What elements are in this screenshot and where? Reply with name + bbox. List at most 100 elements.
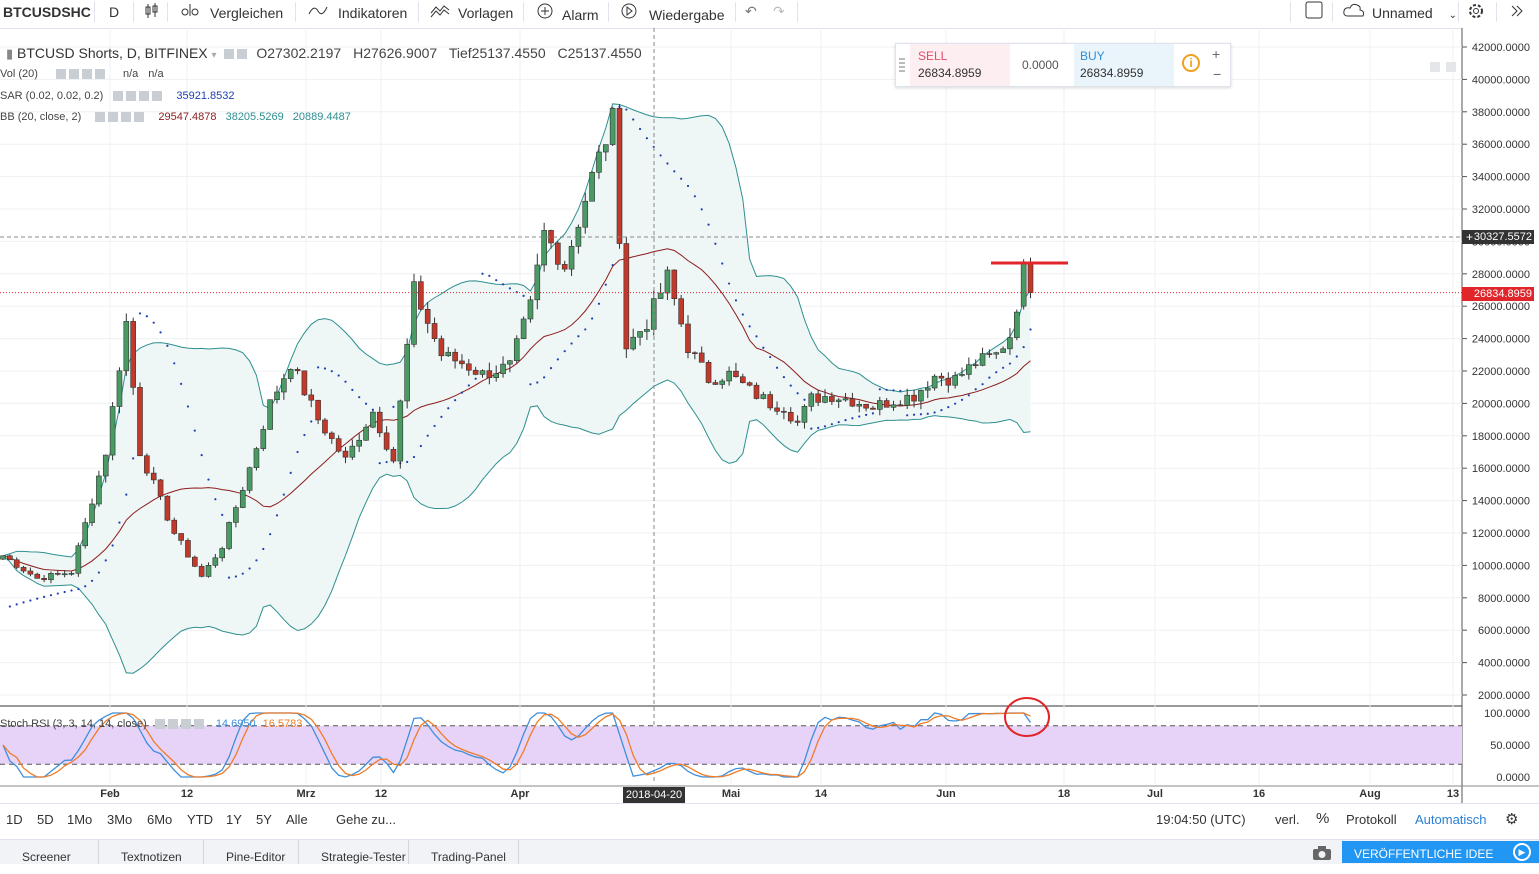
auto-scale-toggle[interactable]: Automatisch bbox=[1415, 812, 1487, 827]
symbol-search[interactable]: BTCUSDSHC bbox=[3, 4, 91, 20]
red-circle-stoch[interactable] bbox=[1004, 697, 1050, 737]
candle-body[interactable] bbox=[911, 394, 917, 402]
candle-body[interactable] bbox=[493, 373, 500, 379]
candle-body[interactable] bbox=[116, 370, 123, 407]
candle-body[interactable] bbox=[452, 351, 458, 362]
undo-icon[interactable]: ↶ bbox=[745, 3, 757, 19]
candle-body[interactable] bbox=[404, 344, 410, 402]
chart-style-icon[interactable] bbox=[144, 2, 160, 24]
candle-body[interactable] bbox=[192, 556, 198, 567]
candle-body[interactable] bbox=[1013, 311, 1020, 338]
buy-button[interactable]: BUY 26834.8959 bbox=[1074, 44, 1174, 86]
extended-hours-toggle[interactable]: verl. bbox=[1275, 812, 1300, 827]
candle-body[interactable] bbox=[972, 364, 979, 366]
candle-body[interactable] bbox=[68, 572, 75, 575]
candle-body[interactable] bbox=[938, 375, 945, 379]
candle-body[interactable] bbox=[1007, 337, 1013, 350]
candle-body[interactable] bbox=[842, 398, 849, 401]
candle-body[interactable] bbox=[48, 573, 54, 581]
candle-body[interactable] bbox=[863, 403, 869, 409]
volume-legend[interactable]: Vol (20) n/a n/a bbox=[0, 68, 164, 80]
panel-drag-handle[interactable] bbox=[899, 58, 905, 72]
candle-body[interactable] bbox=[767, 394, 774, 409]
candle-body[interactable] bbox=[637, 331, 643, 338]
candle-body[interactable] bbox=[801, 405, 808, 423]
candle-body[interactable] bbox=[657, 292, 664, 299]
candle-body[interactable] bbox=[233, 507, 239, 523]
candle-body[interactable] bbox=[109, 406, 116, 456]
candle-body[interactable] bbox=[185, 540, 191, 558]
candle-body[interactable] bbox=[150, 472, 157, 481]
candle-body[interactable] bbox=[870, 407, 876, 410]
candle-body[interactable] bbox=[897, 404, 904, 407]
candle-body[interactable] bbox=[411, 281, 417, 345]
candle-body[interactable] bbox=[739, 376, 746, 384]
candle-body[interactable] bbox=[267, 399, 273, 430]
candle-body[interactable] bbox=[609, 107, 616, 145]
legend-menu-icon[interactable]: ▾ bbox=[211, 50, 217, 61]
templates-button[interactable]: Vorlagen bbox=[430, 2, 513, 24]
candle-body[interactable] bbox=[829, 396, 835, 402]
candle-body[interactable] bbox=[500, 363, 506, 374]
candle-body[interactable] bbox=[678, 298, 684, 325]
candle-body[interactable] bbox=[794, 420, 801, 423]
candle-body[interactable] bbox=[424, 308, 431, 324]
candle-body[interactable] bbox=[27, 570, 34, 575]
candle-body[interactable] bbox=[328, 432, 335, 439]
candle-body[interactable] bbox=[349, 445, 356, 458]
candle-body[interactable] bbox=[308, 394, 315, 401]
clock[interactable]: 19:04:50 (UTC) bbox=[1156, 812, 1246, 827]
candle-body[interactable] bbox=[753, 384, 760, 399]
bb-legend[interactable]: BB (20, close, 2) 29547.4878 38205.5269 … bbox=[0, 111, 351, 123]
layout-button[interactable]: Unnamed ⌄ bbox=[1342, 2, 1457, 24]
candle-body[interactable] bbox=[952, 375, 958, 386]
candle-body[interactable] bbox=[513, 338, 520, 362]
sell-button[interactable]: SELL 26834.8959 bbox=[910, 44, 1010, 86]
candle-body[interactable] bbox=[418, 281, 424, 310]
candle-body[interactable] bbox=[582, 200, 589, 228]
camera-icon[interactable] bbox=[1312, 845, 1332, 866]
candle-body[interactable] bbox=[835, 399, 842, 402]
legend-collapse-icon[interactable]: ▮ bbox=[6, 46, 14, 61]
candle-body[interactable] bbox=[589, 171, 595, 202]
candle-body[interactable] bbox=[472, 369, 479, 375]
candle-body[interactable] bbox=[383, 432, 390, 450]
candle-body[interactable] bbox=[287, 369, 294, 379]
alarm-button[interactable]: Alarm bbox=[536, 2, 599, 24]
candle-body[interactable] bbox=[671, 269, 678, 299]
candle-body[interactable] bbox=[904, 394, 911, 406]
fullscreen-icon[interactable] bbox=[1305, 1, 1323, 23]
candle-body[interactable] bbox=[527, 299, 534, 320]
publish-idea-button[interactable]: VERÖFFENTLICHE IDEE ▶ bbox=[1342, 841, 1539, 863]
candle-body[interactable] bbox=[438, 338, 445, 357]
candle-body[interactable] bbox=[376, 411, 383, 434]
candle-body[interactable] bbox=[459, 360, 465, 365]
collapse-right-icon[interactable] bbox=[1506, 1, 1526, 23]
timeframe-6mo[interactable]: 6Mo bbox=[147, 812, 173, 827]
candle-body[interactable] bbox=[1020, 263, 1027, 307]
candle-body[interactable] bbox=[959, 374, 965, 376]
candle-body[interactable] bbox=[856, 403, 863, 407]
candle-body[interactable] bbox=[534, 264, 541, 301]
candle-body[interactable] bbox=[924, 387, 931, 391]
price-chart[interactable]: 42000.0000 40000.0000 38000.0000 36000.0000… bbox=[0, 28, 1539, 803]
log-scale-toggle[interactable]: Protokoll bbox=[1346, 812, 1397, 827]
plus-icon[interactable]: + bbox=[1212, 46, 1221, 62]
candle-body[interactable] bbox=[7, 555, 13, 561]
candle-body[interactable] bbox=[815, 393, 821, 403]
price-axis[interactable] bbox=[1462, 28, 1539, 803]
candle-body[interactable] bbox=[363, 426, 369, 441]
candle-body[interactable] bbox=[712, 382, 719, 385]
candle-body[interactable] bbox=[274, 391, 280, 400]
candle-body[interactable] bbox=[918, 389, 924, 402]
scroll-left-icon[interactable] bbox=[1430, 62, 1440, 72]
candle-body[interactable] bbox=[0, 555, 6, 560]
candle-body[interactable] bbox=[883, 400, 890, 408]
candle-body[interactable] bbox=[390, 448, 397, 462]
crosshair-plus-icon[interactable]: + bbox=[1466, 230, 1474, 244]
candle-body[interactable] bbox=[281, 378, 287, 393]
candle-body[interactable] bbox=[239, 490, 246, 508]
candle-body[interactable] bbox=[733, 370, 739, 378]
interval-button[interactable]: D bbox=[109, 4, 120, 20]
candle-body[interactable] bbox=[685, 323, 691, 353]
